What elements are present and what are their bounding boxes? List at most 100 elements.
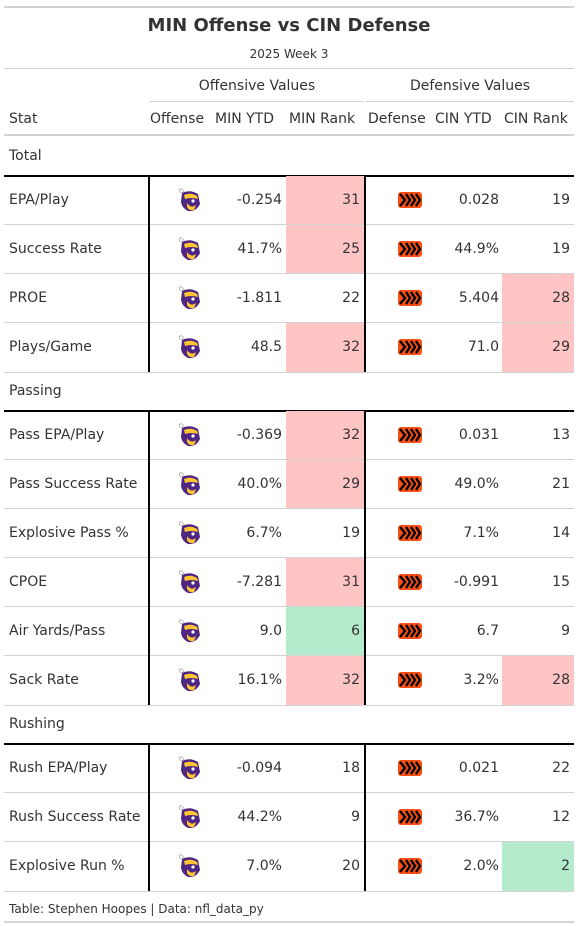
min-ytd-value: 16.1% xyxy=(237,672,282,688)
table-row: Plays/Game 48.5 32 71.0 29 xyxy=(4,323,574,372)
min-rank-value: 32 xyxy=(286,656,364,705)
min-ytd-value: 7.0% xyxy=(246,858,282,874)
cin-rank-value: 22 xyxy=(552,760,570,776)
group-label-rushing: Rushing xyxy=(9,716,65,732)
cin-ytd-value: 49.0% xyxy=(454,476,499,492)
cin-ytd-value: 71.0 xyxy=(467,339,499,355)
table-row: Sack Rate 16.1% 32 3.2% 28 xyxy=(4,656,574,705)
min-rank-value: 6 xyxy=(286,607,364,656)
cin-ytd-value: 44.9% xyxy=(454,241,499,257)
cin-ytd-value: 6.7 xyxy=(476,623,499,639)
min-rank-value: 32 xyxy=(286,323,364,372)
min-rank-value: 19 xyxy=(342,525,360,541)
vikings-logo-icon xyxy=(176,754,204,782)
table-row: EPA/Play -0.254 31 0.028 19 xyxy=(4,176,574,225)
row-divider xyxy=(4,841,574,842)
cin-rank-value: 19 xyxy=(552,192,570,208)
vikings-logo-icon xyxy=(176,617,204,645)
min-ytd-value: -0.254 xyxy=(236,192,282,208)
cin-ytd-value: 2.0% xyxy=(463,858,499,874)
table-row: Air Yards/Pass 9.0 6 6.7 9 xyxy=(4,607,574,656)
min-rank-value: 22 xyxy=(342,290,360,306)
stat-label: Pass Success Rate xyxy=(9,476,138,492)
row-divider xyxy=(4,557,574,558)
vikings-logo-icon xyxy=(176,333,204,361)
bengals-logo-icon xyxy=(396,235,424,263)
cin-ytd-value: 0.028 xyxy=(458,192,499,208)
row-divider xyxy=(4,508,574,509)
table-row: Explosive Pass % 6.7% 19 7.1% 14 xyxy=(4,509,574,558)
cin-rank-value: 15 xyxy=(552,574,570,590)
col-header-min-rank: MIN Rank xyxy=(289,111,356,127)
group-bottom-rule xyxy=(4,891,574,892)
spanner-offensive-rule xyxy=(150,101,364,102)
bengals-logo-icon xyxy=(396,284,424,312)
table-subtitle: 2025 Week 3 xyxy=(249,47,329,61)
group-bottom-rule xyxy=(4,372,574,373)
cin-ytd-value: 0.031 xyxy=(458,427,499,443)
stat-label: Success Rate xyxy=(9,241,102,257)
min-rank-value: 32 xyxy=(286,411,364,460)
min-rank-value: 18 xyxy=(342,760,360,776)
bengals-logo-icon xyxy=(396,519,424,547)
bengals-logo-icon xyxy=(396,333,424,361)
vikings-logo-icon xyxy=(176,421,204,449)
vikings-logo-icon xyxy=(176,852,204,880)
min-rank-value: 29 xyxy=(286,460,364,509)
min-ytd-value: 6.7% xyxy=(246,525,282,541)
cin-rank-value: 12 xyxy=(552,809,570,825)
stat-label: Rush Success Rate xyxy=(9,809,141,825)
table-row: Rush EPA/Play -0.094 18 0.021 22 xyxy=(4,744,574,793)
group-top-rule xyxy=(4,743,574,745)
min-ytd-value: 44.2% xyxy=(237,809,282,825)
cin-ytd-value: 3.2% xyxy=(463,672,499,688)
bengals-logo-icon xyxy=(396,617,424,645)
stat-label: Plays/Game xyxy=(9,339,92,355)
min-rank-value: 25 xyxy=(286,225,364,274)
vikings-logo-icon xyxy=(176,568,204,596)
group-bottom-rule xyxy=(4,705,574,706)
table-footer: Table: Stephen Hoopes | Data: nfl_data_p… xyxy=(9,902,264,916)
row-divider xyxy=(4,273,574,274)
vikings-logo-icon xyxy=(176,666,204,694)
top-rule xyxy=(4,6,574,8)
table-row: PROE -1.811 22 5.404 28 xyxy=(4,274,574,323)
vikings-logo-icon xyxy=(176,519,204,547)
min-ytd-value: -0.094 xyxy=(236,760,282,776)
cin-rank-value: 19 xyxy=(552,241,570,257)
bengals-logo-icon xyxy=(396,568,424,596)
bengals-logo-icon xyxy=(396,470,424,498)
stat-label: PROE xyxy=(9,290,48,306)
row-divider xyxy=(4,459,574,460)
stat-label: Sack Rate xyxy=(9,672,79,688)
vikings-logo-icon xyxy=(176,284,204,312)
table-row: Explosive Run % 7.0% 20 2.0% 2 xyxy=(4,842,574,891)
spanner-defensive: Defensive Values xyxy=(409,78,531,94)
min-ytd-value: -1.811 xyxy=(236,290,282,306)
table-title: MIN Offense vs CIN Defense xyxy=(147,15,431,36)
min-rank-value: 20 xyxy=(342,858,360,874)
bengals-logo-icon xyxy=(396,666,424,694)
col-header-defense: Defense xyxy=(368,111,426,127)
min-ytd-value: -7.281 xyxy=(236,574,282,590)
offense-right-border xyxy=(364,410,366,705)
group-label-total: Total xyxy=(9,148,42,164)
stat-label: EPA/Play xyxy=(9,192,69,208)
col-header-offense: Offense xyxy=(150,111,205,127)
cin-ytd-value: 5.404 xyxy=(458,290,499,306)
offense-right-border xyxy=(364,743,366,891)
cin-rank-value: 28 xyxy=(502,656,574,705)
spanner-offensive: Offensive Values xyxy=(198,78,316,94)
vikings-logo-icon xyxy=(176,235,204,263)
table-row: Pass Success Rate 40.0% 29 49.0% 21 xyxy=(4,460,574,509)
row-divider xyxy=(4,655,574,656)
offense-left-border xyxy=(148,410,150,705)
vikings-logo-icon xyxy=(176,186,204,214)
cin-rank-value: 14 xyxy=(552,525,570,541)
cin-rank-value: 9 xyxy=(561,623,570,639)
cin-ytd-value: 0.021 xyxy=(458,760,499,776)
cin-ytd-value: -0.991 xyxy=(453,574,499,590)
stat-label: Rush EPA/Play xyxy=(9,760,108,776)
row-divider xyxy=(4,792,574,793)
cin-rank-value: 28 xyxy=(502,274,574,323)
